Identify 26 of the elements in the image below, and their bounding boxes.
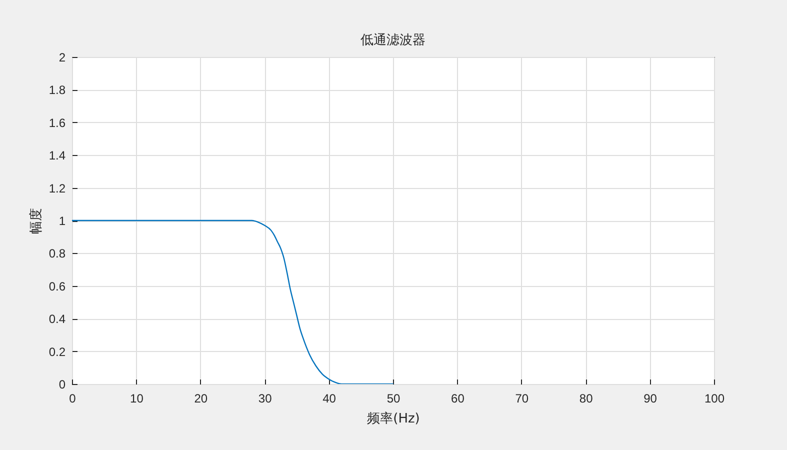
x-tick-label: 20 <box>194 392 208 406</box>
y-tick-label: 1.8 <box>48 83 66 98</box>
x-tick-label: 10 <box>130 392 144 406</box>
y-tick-label: 2 <box>58 50 66 64</box>
x-axis-title: 频率(Hz) <box>367 410 420 426</box>
y-tick-label: 1.6 <box>48 116 66 130</box>
y-tick-label: 0.8 <box>48 246 66 261</box>
y-tick-label: 0.2 <box>48 344 66 359</box>
y-tick-label: 0.4 <box>48 312 66 326</box>
x-tick-label: 50 <box>386 392 400 406</box>
x-tick-label: 70 <box>515 392 529 406</box>
line-series <box>72 220 394 384</box>
y-tick-label: 0.6 <box>48 279 66 294</box>
y-tick-label: 1.4 <box>48 148 66 163</box>
chart-title: 低通滤波器 <box>360 33 426 48</box>
y-axis-title: 幅度 <box>28 208 44 234</box>
x-tick-label: 60 <box>451 392 465 406</box>
x-tick-label: 80 <box>579 392 594 406</box>
x-tick-label: 90 <box>644 392 658 406</box>
x-tick-label: 30 <box>258 392 272 406</box>
y-tick-label: 0 <box>58 378 66 392</box>
x-tick-label: 0 <box>69 392 76 406</box>
y-tick-label: 1.2 <box>48 181 66 196</box>
y-tick-label: 1 <box>58 214 66 228</box>
x-tick-label: 40 <box>322 392 336 406</box>
x-tick-label: 100 <box>704 392 725 406</box>
